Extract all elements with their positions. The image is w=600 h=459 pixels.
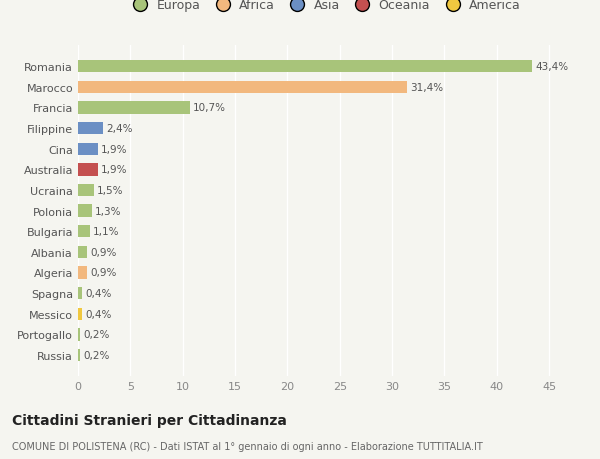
Bar xyxy=(78,164,98,176)
Bar xyxy=(78,82,407,94)
Bar xyxy=(78,102,190,114)
Text: Cittadini Stranieri per Cittadinanza: Cittadini Stranieri per Cittadinanza xyxy=(12,413,287,427)
Text: 1,9%: 1,9% xyxy=(101,165,128,175)
Bar xyxy=(78,143,98,156)
Text: 0,4%: 0,4% xyxy=(85,288,112,298)
Bar xyxy=(78,349,80,361)
Text: 0,9%: 0,9% xyxy=(91,247,117,257)
Text: 10,7%: 10,7% xyxy=(193,103,226,113)
Bar xyxy=(78,329,80,341)
Bar xyxy=(78,246,88,258)
Bar xyxy=(78,267,88,279)
Legend: Europa, Africa, Asia, Oceania, America: Europa, Africa, Asia, Oceania, America xyxy=(128,0,521,12)
Text: 1,1%: 1,1% xyxy=(92,227,119,237)
Text: 1,3%: 1,3% xyxy=(95,206,121,216)
Text: 1,9%: 1,9% xyxy=(101,145,128,154)
Bar xyxy=(78,61,532,73)
Text: 0,2%: 0,2% xyxy=(83,350,110,360)
Bar xyxy=(78,205,92,217)
Bar xyxy=(78,287,82,300)
Bar xyxy=(78,225,89,238)
Text: 31,4%: 31,4% xyxy=(410,83,443,93)
Text: 0,2%: 0,2% xyxy=(83,330,110,340)
Text: 43,4%: 43,4% xyxy=(535,62,569,72)
Bar xyxy=(78,308,82,320)
Text: 2,4%: 2,4% xyxy=(106,124,133,134)
Text: COMUNE DI POLISTENA (RC) - Dati ISTAT al 1° gennaio di ogni anno - Elaborazione : COMUNE DI POLISTENA (RC) - Dati ISTAT al… xyxy=(12,441,483,451)
Text: 1,5%: 1,5% xyxy=(97,185,124,196)
Text: 0,4%: 0,4% xyxy=(85,309,112,319)
Bar xyxy=(78,185,94,197)
Text: 0,9%: 0,9% xyxy=(91,268,117,278)
Bar xyxy=(78,123,103,135)
